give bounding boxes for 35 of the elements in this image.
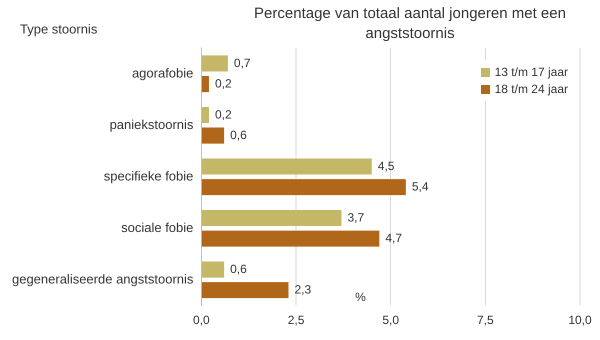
data-label: 5,4	[412, 179, 429, 194]
x-tick-label: 10,0	[568, 313, 592, 328]
y-tick-label: agorafobie	[132, 65, 194, 80]
bar	[202, 262, 224, 278]
data-label: 4,5	[378, 158, 395, 173]
x-tick-label: 5,0	[382, 313, 400, 328]
x-axis-title: %	[355, 290, 366, 304]
bar	[202, 55, 228, 72]
x-tick-label: 2,5	[288, 313, 305, 328]
data-label: 0,6	[230, 128, 248, 142]
data-label: 3,7	[347, 210, 364, 224]
bar	[202, 106, 209, 124]
bar	[202, 158, 372, 175]
legend-label: 18 t/m 24 jaar	[494, 82, 568, 96]
chart-title: Percentage van totaal aantal jongeren met een angststoornis	[253, 4, 567, 44]
x-tick-label: 0,0	[193, 313, 210, 328]
x-tick-label: 7,5	[477, 313, 494, 328]
data-label: 0,2	[214, 76, 232, 90]
y-tick-label: specifieke fobie	[104, 168, 194, 184]
data-label: 0,6	[230, 262, 248, 276]
data-label: 0,2	[214, 107, 232, 122]
data-label: 4,7	[385, 230, 402, 245]
bar	[202, 76, 209, 92]
bar	[202, 128, 224, 144]
y-axis-title: Type stoornis	[20, 22, 98, 37]
y-tick-label: gegeneraliseerde angststoornis	[12, 271, 194, 286]
bar	[202, 179, 406, 196]
legend-label: 13 t/m 17 jaar	[494, 65, 568, 79]
bar	[202, 230, 380, 247]
bar	[202, 210, 342, 226]
y-tick-label: sociale fobie	[121, 220, 194, 235]
bar	[202, 282, 288, 298]
data-label: 0,7	[234, 56, 251, 70]
y-tick-label: paniekstoornis	[110, 116, 194, 132]
data-label: 2,3	[294, 282, 312, 296]
